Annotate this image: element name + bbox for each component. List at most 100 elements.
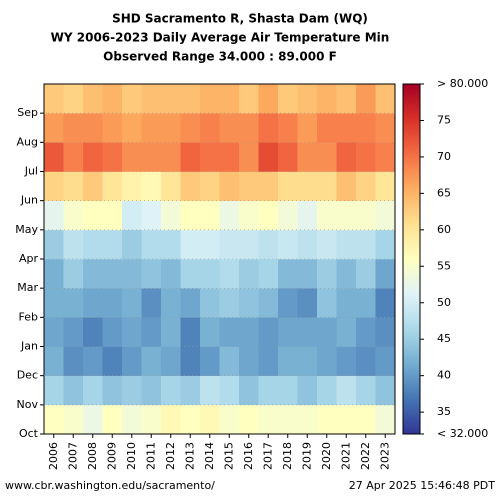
- heat-cell: [180, 317, 201, 347]
- heat-cell: [375, 229, 396, 260]
- heat-cell: [44, 229, 64, 260]
- x-tick-label: 2011: [144, 442, 157, 470]
- heat-cell: [356, 346, 376, 376]
- x-tick-label: 2022: [359, 442, 372, 470]
- heat-cell: [297, 113, 318, 143]
- heat-cell: [180, 259, 201, 289]
- y-tick-label: Jun: [20, 194, 38, 207]
- heat-cell: [336, 288, 357, 318]
- heat-cell: [122, 84, 142, 114]
- heat-cell: [200, 113, 220, 143]
- x-tick-label: 2015: [222, 442, 235, 470]
- heat-cell: [258, 346, 279, 376]
- heat-cell: [219, 288, 240, 318]
- heat-cell: [239, 113, 259, 143]
- heat-cell: [297, 317, 318, 347]
- heat-cell: [83, 200, 103, 231]
- heat-cell: [83, 142, 103, 172]
- heat-cell: [83, 288, 103, 318]
- y-tick-label: Apr: [19, 252, 39, 265]
- heat-cell: [44, 375, 64, 406]
- heat-cell: [161, 84, 181, 114]
- heat-cell: [278, 288, 298, 318]
- heat-cell: [180, 84, 201, 114]
- colorbar-tick-label: 45: [437, 332, 451, 345]
- heat-cell: [375, 317, 396, 347]
- heat-cell: [258, 317, 279, 347]
- heat-cell: [239, 375, 259, 406]
- heat-cell: [317, 200, 337, 231]
- heat-cell: [336, 404, 357, 435]
- heat-cell: [278, 259, 298, 289]
- heat-cell: [83, 84, 103, 114]
- heat-cell: [336, 171, 357, 201]
- heat-cell: [102, 229, 123, 260]
- heat-cell: [336, 142, 357, 172]
- x-tick-label: 2023: [378, 442, 391, 470]
- heat-cell: [317, 346, 337, 376]
- heat-cell: [336, 229, 357, 260]
- heat-cell: [141, 229, 162, 260]
- x-tick-label: 2020: [320, 442, 333, 470]
- heat-cell: [141, 259, 162, 289]
- y-tick-label: Feb: [19, 310, 38, 323]
- heat-cell: [180, 346, 201, 376]
- heat-cell: [239, 259, 259, 289]
- heat-cell: [102, 259, 123, 289]
- colorbar: [402, 83, 421, 435]
- heat-cell: [356, 259, 376, 289]
- heat-cell: [161, 259, 181, 289]
- heat-cell: [258, 404, 279, 435]
- colorbar-tick-label: < 32.000: [437, 427, 488, 440]
- heat-cell: [122, 171, 142, 201]
- heat-cell: [161, 375, 181, 406]
- heat-cell: [200, 346, 220, 376]
- heat-cell: [180, 288, 201, 318]
- heat-cell: [219, 229, 240, 260]
- heat-cell: [102, 113, 123, 143]
- chart-title: SHD Sacramento R, Shasta Dam (WQ): [112, 12, 368, 26]
- heat-cell: [102, 84, 123, 114]
- heat-cell: [180, 171, 201, 201]
- heat-cell: [278, 171, 298, 201]
- heat-cell: [258, 288, 279, 318]
- heat-cell: [219, 113, 240, 143]
- heat-cell: [239, 404, 259, 435]
- heat-cell: [239, 346, 259, 376]
- heat-cell: [219, 346, 240, 376]
- heat-cell: [63, 259, 84, 289]
- heat-cell: [63, 229, 84, 260]
- heat-cell: [180, 113, 201, 143]
- y-tick-label: Mar: [17, 281, 38, 294]
- heat-cell: [141, 288, 162, 318]
- heat-cell: [219, 84, 240, 114]
- heat-cell: [297, 375, 318, 406]
- heat-cell: [356, 404, 376, 435]
- heat-cell: [336, 346, 357, 376]
- heat-cell: [141, 404, 162, 435]
- colorbar-tick-label: 40: [437, 369, 451, 382]
- heat-cell: [375, 171, 396, 201]
- heat-cell: [161, 171, 181, 201]
- heat-cell: [297, 171, 318, 201]
- x-tick-label: 2012: [164, 442, 177, 470]
- heat-cell: [141, 84, 162, 114]
- heat-cell: [336, 317, 357, 347]
- heat-cell: [200, 259, 220, 289]
- heat-cell: [317, 142, 337, 172]
- x-tick-label: 2008: [86, 442, 99, 470]
- heat-cell: [219, 259, 240, 289]
- heat-cell: [161, 404, 181, 435]
- heat-cell: [200, 84, 220, 114]
- heat-cell: [44, 171, 64, 201]
- heat-cell: [278, 317, 298, 347]
- heat-cell: [239, 200, 259, 231]
- heat-cell: [278, 404, 298, 435]
- heat-cell: [83, 346, 103, 376]
- heat-cell: [141, 113, 162, 143]
- heat-cell: [278, 113, 298, 143]
- heat-cell: [375, 375, 396, 406]
- heat-cell: [200, 288, 220, 318]
- heat-cell: [297, 288, 318, 318]
- heat-cell: [122, 404, 142, 435]
